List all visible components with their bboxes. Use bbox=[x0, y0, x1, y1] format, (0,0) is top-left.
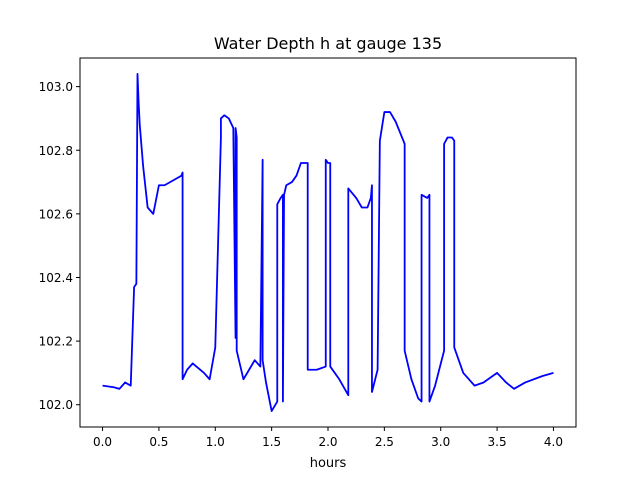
y-tick-label: 102.4 bbox=[39, 271, 73, 285]
x-axis-label: hours bbox=[310, 456, 347, 471]
x-tick-label: 3.5 bbox=[488, 435, 507, 449]
plot-area bbox=[102, 73, 554, 412]
chart-title: Water Depth h at gauge 135 bbox=[214, 34, 442, 53]
series-line bbox=[102, 73, 554, 412]
x-tick-label: 3.0 bbox=[431, 435, 450, 449]
y-tick-label: 102.2 bbox=[39, 335, 73, 349]
y-axis: 102.0 102.2 102.4 102.6 102.8 103.0 bbox=[39, 80, 80, 412]
axes-frame bbox=[79, 57, 577, 428]
y-tick-label: 103.0 bbox=[39, 80, 73, 94]
x-tick-label: 0.0 bbox=[93, 435, 112, 449]
x-axis: 0.0 0.5 1.0 1.5 2.0 2.5 3.0 3.5 4.0 bbox=[93, 427, 563, 449]
x-tick-label: 2.5 bbox=[375, 435, 394, 449]
x-tick-label: 1.5 bbox=[262, 435, 281, 449]
x-tick-label: 4.0 bbox=[544, 435, 563, 449]
x-tick-label: 0.5 bbox=[149, 435, 168, 449]
y-tick-label: 102.8 bbox=[39, 144, 73, 158]
x-tick-label: 2.0 bbox=[318, 435, 337, 449]
y-tick-label: 102.0 bbox=[39, 398, 73, 412]
y-tick-label: 102.6 bbox=[39, 207, 73, 221]
x-tick-label: 1.0 bbox=[206, 435, 225, 449]
